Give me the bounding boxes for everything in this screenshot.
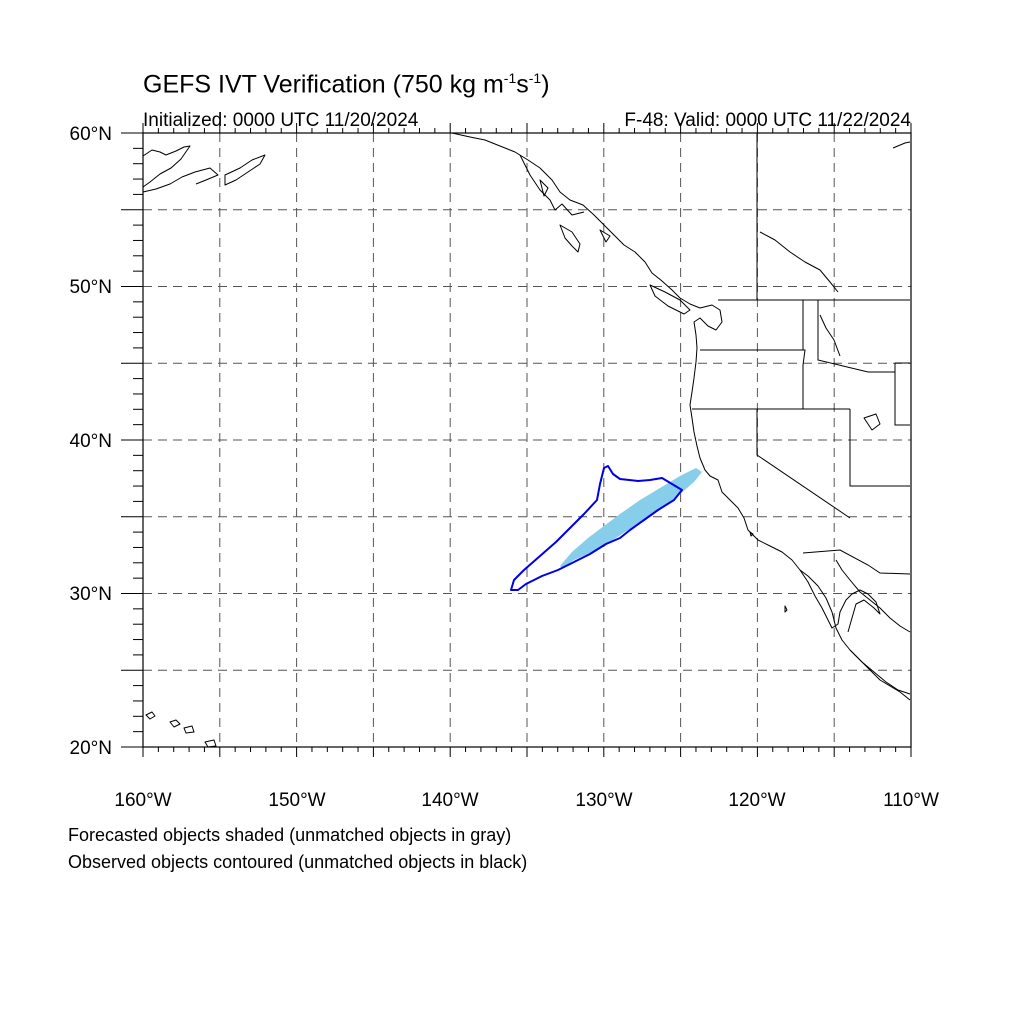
valid-time: F-48: Valid: 0000 UTC 11/22/2024 — [624, 110, 911, 131]
observed-ivt-object — [510, 465, 683, 591]
lon-label-150w: 150°W — [268, 790, 325, 811]
map-frame — [142, 132, 912, 748]
latitude-labels: 20°N 30°N 40°N 50°N 60°N — [70, 124, 112, 759]
lat-label-40n: 40°N — [70, 431, 112, 452]
lon-label-140w: 140°W — [421, 790, 478, 811]
lon-label-130w: 130°W — [575, 790, 632, 811]
axis-ticks — [121, 123, 912, 757]
political-borders — [692, 133, 911, 575]
lon-label-120w: 120°W — [728, 790, 785, 811]
caption-observed: Observed objects contoured (unmatched ob… — [68, 852, 528, 872]
lat-label-50n: 50°N — [70, 277, 112, 298]
lat-label-60n: 60°N — [70, 124, 112, 145]
lon-label-160w: 160°W — [114, 790, 171, 811]
lon-label-110w: 110°W — [883, 790, 939, 811]
lat-label-20n: 20°N — [70, 738, 112, 759]
graticule — [143, 133, 911, 747]
caption-forecast: Forecasted objects shaded (unmatched obj… — [68, 825, 512, 845]
forecast-ivt-object — [560, 468, 702, 568]
lat-label-30n: 30°N — [70, 584, 112, 605]
map-title: GEFS IVT Verification (750 kg m-1s-1) — [143, 70, 550, 99]
initialized-time: Initialized: 0000 UTC 11/20/2024 — [143, 110, 419, 131]
coastlines — [142, 132, 911, 748]
longitude-labels: 160°W 150°W 140°W 130°W 120°W 110°W — [114, 790, 939, 811]
